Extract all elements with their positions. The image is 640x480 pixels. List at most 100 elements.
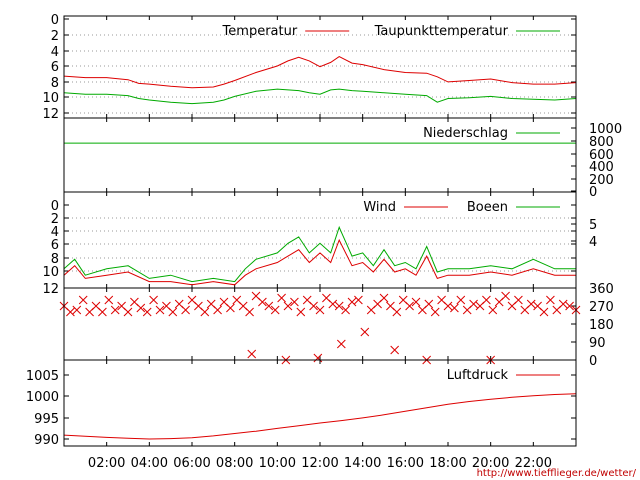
wind-direction-point	[270, 305, 280, 315]
pressure-frame	[63, 359, 577, 447]
wind-direction-point	[390, 345, 400, 355]
wind-direction-point	[149, 295, 158, 305]
wind-series-2-line	[63, 225, 576, 283]
temperature-legend-label-2: Taupunkttemperatur	[374, 24, 509, 39]
wind-direction-point	[123, 307, 133, 317]
wind_direction-ytick-right-label: 0	[589, 354, 597, 369]
credit-link: http://www.tiefflieger.de/wetter/	[477, 468, 637, 479]
wind-direction-point	[104, 295, 114, 305]
wind-direction-point	[539, 307, 549, 317]
wind-direction-point	[469, 299, 478, 309]
wind-direction-point	[430, 307, 440, 317]
wind-legend-label-2: Boeen	[467, 200, 508, 215]
wind-direction-point	[546, 295, 555, 305]
wind-ytick-right-label: 5	[589, 218, 597, 233]
wind_direction-ytick-right-label: 90	[589, 336, 606, 351]
pressure-ytick-label: 1000	[26, 390, 59, 405]
x-tick-label: 04:00	[131, 456, 168, 471]
wind-direction-point	[213, 305, 222, 315]
precipitation-ytick-right-label: 0	[589, 185, 597, 200]
wind-direction-point	[341, 305, 350, 315]
wind-direction-point	[405, 301, 414, 311]
pressure-ytick-label: 995	[34, 412, 59, 427]
wind_direction-ytick-right-label: 360	[589, 282, 614, 297]
wind-direction-point	[482, 295, 491, 305]
wind-direction-point	[334, 301, 344, 311]
wind-direction-point	[456, 295, 466, 305]
wind-direction-point	[488, 305, 498, 315]
wind_direction-panel: 360 270 180 90 0	[59, 282, 614, 369]
temperature-ytick-label: 6	[51, 60, 59, 75]
temperature-series-2-line	[63, 88, 577, 105]
precipitation-ytick-right-label: 600	[589, 148, 614, 163]
wind-direction-point	[264, 301, 274, 311]
wind-direction-point	[258, 297, 267, 307]
wind-direction-point	[379, 293, 389, 303]
wind-ytick-label: 10	[42, 265, 59, 280]
wind-direction-point	[347, 297, 357, 307]
precipitation-ytick-right-label: 400	[589, 160, 614, 175]
wind_direction-frame	[63, 287, 577, 361]
x-tick-label: 12:00	[301, 456, 338, 471]
temperature-ytick-label: 10	[42, 91, 59, 106]
precipitation-legend-label-1: Niederschlag	[423, 126, 508, 141]
wind-direction-point	[354, 295, 363, 305]
temperature-legend-label-1: Temperatur	[222, 24, 298, 39]
wind-direction-point	[315, 305, 325, 315]
wind-direction-point	[142, 307, 152, 317]
wind-direction-point	[290, 297, 299, 307]
wind-direction-point	[558, 299, 568, 309]
temperature-series-1-line	[63, 56, 577, 89]
wind-ytick-label: 2	[51, 212, 59, 227]
wind-direction-point	[424, 299, 434, 309]
wind-direction-point	[66, 307, 75, 317]
x-tick-label: 10:00	[259, 456, 296, 471]
wind-direction-point	[411, 297, 421, 307]
wind-legend-label-1: Wind	[363, 200, 396, 215]
precipitation-ytick-right-label: 800	[589, 135, 614, 150]
wind-direction-point	[526, 299, 536, 309]
wind-direction-point	[181, 305, 190, 315]
wind-direction-point	[309, 301, 318, 311]
wind-direction-point	[168, 307, 178, 317]
wind-direction-point	[296, 307, 306, 317]
pressure-legend-label-1: Luftdruck	[447, 368, 509, 383]
temperature-ytick-label: 0	[51, 13, 59, 28]
pressure-series-1-line	[63, 393, 577, 440]
wind-direction-point	[313, 353, 323, 363]
x-tick-label: 20:00	[472, 456, 509, 471]
wind-direction-point	[78, 295, 88, 305]
temperature-ytick-label: 8	[51, 76, 59, 91]
wind-ytick-right-label: 4	[589, 235, 597, 250]
wind-direction-point	[72, 305, 82, 315]
wind-direction-point	[98, 307, 107, 317]
precipitation-ytick-right-label: 1000	[589, 122, 622, 137]
wind-series-1-line	[63, 238, 576, 286]
wind-direction-point	[155, 305, 165, 315]
wind-direction-point	[200, 307, 210, 317]
wind-direction-point	[277, 293, 286, 303]
precipitation-ytick-right-label: 200	[589, 173, 614, 188]
x-tick-label: 02:00	[88, 456, 125, 471]
temperature-ytick-label: 4	[51, 45, 59, 60]
wind-direction-point	[514, 295, 523, 305]
wind-direction-point	[245, 307, 254, 317]
wind-ytick-label: 0	[51, 199, 59, 214]
wind-ytick-label: 12	[42, 282, 59, 297]
wind-direction-point	[226, 303, 235, 313]
wind-direction-point	[136, 303, 146, 313]
wind-direction-point	[360, 327, 370, 337]
x-tick-label: 14:00	[344, 456, 381, 471]
wind-direction-point	[443, 301, 453, 311]
wind-direction-point	[501, 291, 510, 301]
wind_direction-ytick-right-label: 270	[589, 300, 614, 315]
wind-ytick-label: 8	[51, 252, 59, 267]
x-tick-label: 22:00	[515, 456, 552, 471]
wind-direction-point	[328, 299, 338, 309]
wind-direction-point	[450, 303, 459, 313]
x-tick-label: 18:00	[429, 456, 466, 471]
x-axis: 02:00 04:00 06:00 08:00 10:00 12:00 14:00 16:00…	[88, 456, 552, 471]
